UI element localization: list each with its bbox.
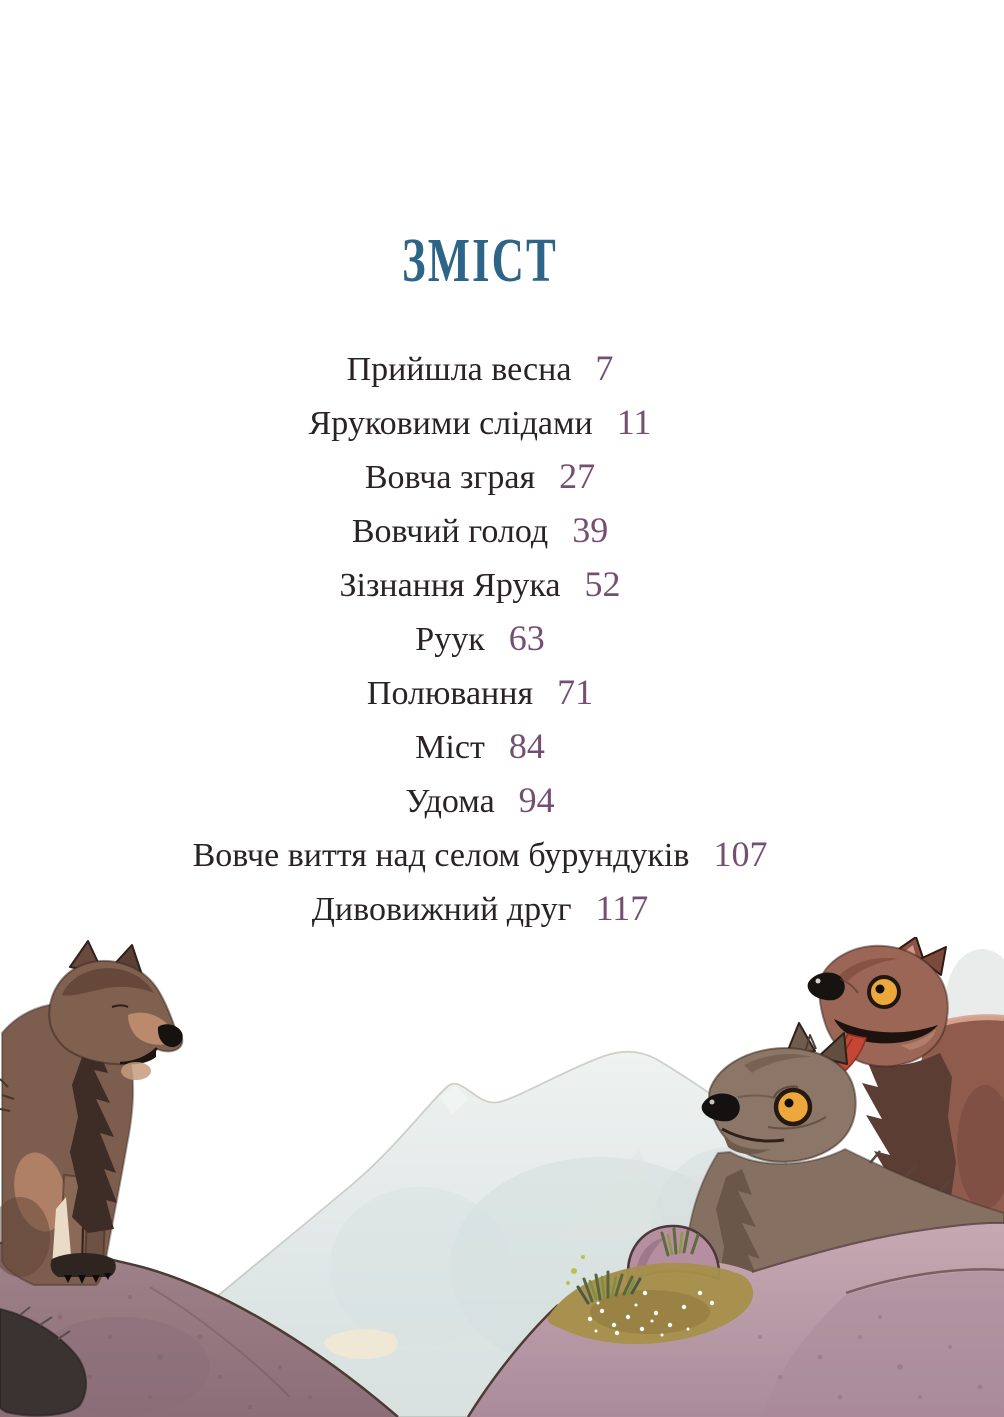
wolf-chin: [900, 1029, 936, 1050]
wolf-mouth: [721, 1127, 785, 1143]
seed-dots: [566, 1255, 585, 1285]
wolf-mouth: [122, 1049, 156, 1065]
grass-tufts: [576, 1227, 700, 1305]
toc-entry: Яруковими слідами 11: [0, 395, 960, 449]
wolves-illustration: Watercolor illustration: a dark brown wo…: [0, 937, 1004, 1417]
chapter-page-number: 107: [713, 834, 768, 874]
wolf-pupil: [875, 984, 885, 994]
hill-fold: [760, 1271, 1004, 1417]
chapter-page-number: 52: [584, 564, 621, 604]
wolf-eye: [773, 1087, 813, 1127]
contents-column: ЗМІСТ Прийшла весна 7 Яруковими слідами 11 В…: [0, 227, 960, 935]
toc-entry: Вовчий голод 39: [0, 503, 960, 557]
wolf-pupil: [784, 1098, 794, 1108]
chapter-page-number: 71: [557, 672, 594, 712]
wolf-nose: [807, 972, 845, 1001]
chapter-title: Вовча зграя: [364, 459, 536, 496]
toc-entry: Вовча зграя 27: [0, 449, 960, 503]
chapter-page-number: 7: [595, 348, 614, 388]
toc-entry: Дивовижний друг 117: [0, 881, 960, 935]
toc-entry: Удома 94: [0, 773, 960, 827]
toc-entry: Вовче виття над селом бурундуків 107: [0, 827, 960, 881]
leg-cream-patch: [52, 1197, 72, 1267]
chapter-title: Зізнання Ярука: [339, 567, 561, 604]
chapter-title: Вовчий голод: [351, 513, 549, 550]
chapter-title: Руук: [415, 621, 485, 658]
chapter-page-number: 27: [559, 456, 596, 496]
toc-entry: Прийшла весна 7: [0, 341, 960, 395]
chapter-title: Яруковими слідами: [308, 405, 593, 442]
chapter-page-number: 117: [595, 888, 649, 928]
chapter-page-number: 94: [518, 780, 555, 820]
toc-entry: Міст 84: [0, 719, 960, 773]
toc-list: Прийшла весна 7 Яруковими слідами 11 Вовча з…: [0, 341, 960, 935]
wolf-nose: [157, 1024, 183, 1048]
chapter-title: Удома: [405, 783, 495, 820]
wolf-paw: [50, 1253, 116, 1277]
page-title: ЗМІСТ: [402, 227, 558, 295]
white-flowers: [587, 1290, 715, 1337]
chapter-page-number: 84: [508, 726, 545, 766]
chapter-page-number: 63: [508, 618, 545, 658]
toc-entry: Зізнання Ярука 52: [0, 557, 960, 611]
snow-patch: [323, 1329, 398, 1359]
wolf-mane: [70, 1049, 117, 1233]
chapter-title: Дивовижний друг: [311, 891, 572, 928]
toc-entry: Руук 63: [0, 611, 960, 665]
chapter-title: Вовче виття над селом бурундуків: [192, 837, 690, 874]
toc-entry: Полювання 71: [0, 665, 960, 719]
chapter-page-number: 39: [572, 510, 609, 550]
wolf-eye: [867, 975, 901, 1009]
wolf-tail: [0, 1308, 88, 1417]
chapter-page-number: 11: [616, 402, 652, 442]
wolf-left: [0, 940, 184, 1417]
chapter-title: Міст: [415, 729, 485, 766]
right-hill: [466, 1221, 1004, 1417]
chapter-title: Полювання: [366, 675, 534, 712]
wolf-claws: [64, 1273, 111, 1284]
sky-wash: [560, 1149, 668, 1237]
wolf-chin: [121, 1062, 151, 1080]
chapter-title: Прийшла весна: [346, 351, 572, 388]
